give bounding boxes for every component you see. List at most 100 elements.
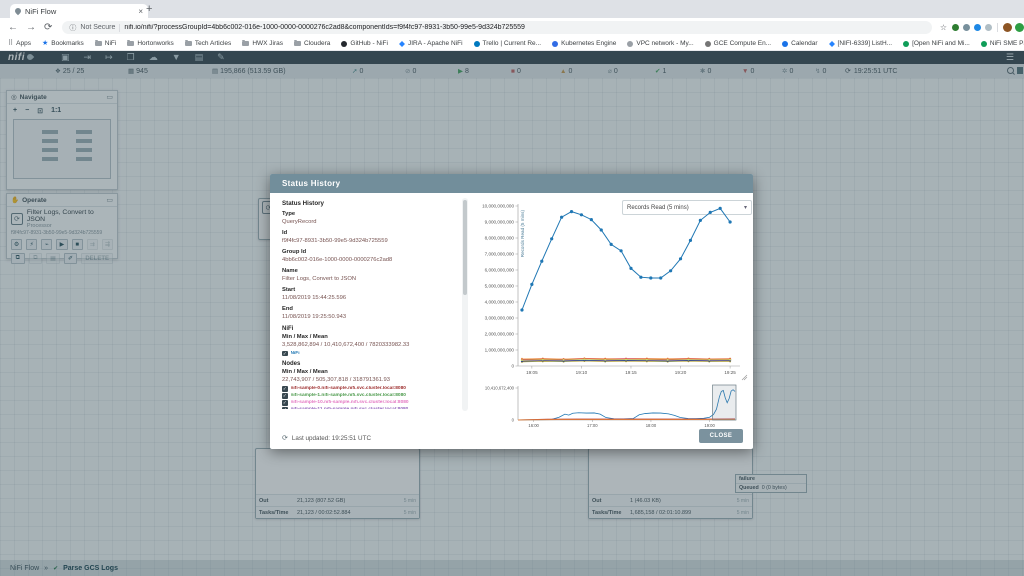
star-icon: ★ [42, 41, 48, 47]
bookmark-item[interactable]: VPC network - My... [627, 40, 693, 47]
bookmark-item[interactable]: Cloudera [294, 40, 330, 47]
svg-text:19:10: 19:10 [576, 370, 588, 375]
browser-actions: ☆ [940, 23, 1024, 32]
svg-text:19:00: 19:00 [704, 423, 715, 428]
svg-text:0: 0 [511, 364, 514, 369]
detail-label: Type [282, 211, 460, 219]
checkbox-checked-icon[interactable]: ✓ [282, 351, 288, 357]
checkbox-checked-icon[interactable]: ✓ [282, 393, 288, 399]
scrollbar-thumb[interactable] [463, 200, 467, 295]
jira-icon [829, 41, 835, 47]
detail-field: Group Id4bb6c002-016e-1000-0000-0000276c… [282, 249, 460, 264]
bookmark-item[interactable]: Kubernetes Engine [552, 40, 616, 47]
node-series-label: nifi-sample-1.nifi-sample.nifi.svc.clust… [291, 393, 406, 398]
bookmark-item[interactable]: NiFi [95, 40, 117, 47]
svg-text:19:20: 19:20 [675, 370, 687, 375]
address-bar[interactable]: ⓘ Not Secure nifi.io/nifi/?processGroupI… [62, 21, 931, 34]
last-updated: ⟳ Last updated: 19:25:51 UTC [282, 434, 371, 442]
site-icon [474, 41, 480, 47]
bookmark-item[interactable]: GitHub - NiFi [341, 40, 388, 47]
checkbox-checked-icon[interactable]: ✓ [282, 386, 288, 392]
folder-icon [127, 41, 134, 46]
extension-blue-icon[interactable] [974, 24, 981, 31]
bookmark-label: Cloudera [304, 40, 330, 47]
checkbox-checked-icon[interactable]: ✓ [282, 407, 288, 409]
bookmark-star-icon[interactable]: ☆ [940, 23, 947, 32]
profile-avatar-green[interactable] [1015, 23, 1024, 32]
svg-text:4,000,000,000: 4,000,000,000 [485, 300, 515, 305]
node-series-list: ✓nifi-sample-0.nifi-sample.nifi.svc.clus… [282, 386, 460, 409]
nodes-section-title: Nodes [282, 361, 460, 367]
detail-value: QueryRecord [282, 219, 460, 227]
browser-tab[interactable]: NiFi Flow × [10, 4, 148, 18]
nifi-stat-value: 3,528,862,894 / 10,410,672,400 / 7820333… [282, 342, 460, 350]
node-series-toggle[interactable]: ✓nifi-sample-11.nifi-sample.nifi.svc.clu… [282, 407, 460, 409]
dialog-header[interactable]: Status History [270, 174, 753, 193]
bookmark-item[interactable]: HWX Jiras [242, 40, 283, 47]
tab-close-icon[interactable]: × [138, 7, 143, 16]
status-history-chart[interactable]: 01,000,000,0002,000,000,0003,000,000,000… [468, 198, 748, 384]
tab-strip: NiFi Flow × + [0, 0, 1024, 18]
brush-selection[interactable] [713, 385, 736, 420]
bookmark-item[interactable]: Hortonworks [127, 40, 173, 47]
status-history-overview-chart[interactable]: 10,410,672,400016:0017:0018:0019:00 [468, 382, 748, 436]
bookmark-item[interactable]: ★Bookmarks [42, 40, 84, 47]
svg-text:10,410,672,400: 10,410,672,400 [485, 386, 515, 391]
last-updated-text: Last updated: 19:25:51 UTC [292, 435, 371, 442]
bookmark-label: GitHub - NiFi [350, 40, 388, 47]
detail-field: TypeQueryRecord [282, 211, 460, 226]
node-series-toggle[interactable]: ✓nifi-sample-1.nifi-sample.nifi.svc.clus… [282, 393, 460, 399]
bookmark-item[interactable]: JIRA - Apache NiFi [399, 40, 463, 47]
detail-field: Start11/08/2019 15:44:25.596 [282, 287, 460, 302]
bookmark-item[interactable]: [Open NiFi and Mi... [903, 40, 970, 47]
reload-icon[interactable]: ⟳ [44, 22, 52, 33]
bookmark-label: VPC network - My... [636, 40, 693, 47]
security-label: Not Secure [80, 24, 115, 31]
detail-field: Idf9f4fc97-8931-3b50-99e5-9d324b725559 [282, 230, 460, 245]
bookmark-label: [NIFI-6339] ListH... [838, 40, 893, 47]
bookmark-item[interactable]: NiFi SME Page (Ve... [981, 40, 1024, 47]
extension-leaf-icon[interactable] [952, 24, 959, 31]
nifi-stat-label: Min / Max / Mean [282, 334, 460, 342]
extension-dot-icon[interactable] [985, 24, 992, 31]
nifi-series-toggle[interactable]: ✓ NiFi [282, 351, 460, 357]
bookmark-item[interactable]: Calendar [782, 40, 817, 47]
svg-text:3,000,000,000: 3,000,000,000 [485, 316, 515, 321]
extension-gray-icon[interactable] [963, 24, 970, 31]
bookmark-label: NiFi SME Page (Ve... [990, 40, 1024, 47]
bookmark-item[interactable]: Tech Articles [185, 40, 232, 47]
svg-text:7,000,000,000: 7,000,000,000 [485, 252, 515, 257]
nodes-stat-value: 22,743,907 / 505,307,818 / 318791361.93 [282, 377, 460, 385]
profile-avatar-brown[interactable] [1003, 23, 1012, 32]
node-series-toggle[interactable]: ✓nifi-sample-10.nifi-sample.nifi.svc.clu… [282, 400, 460, 406]
bookmark-label: NiFi [105, 40, 117, 47]
details-heading: Status History [282, 200, 460, 207]
new-tab-button[interactable]: + [146, 3, 152, 15]
svg-text:0: 0 [512, 418, 515, 423]
svg-text:9,000,000,000: 9,000,000,000 [485, 220, 515, 225]
bookmark-label: Bookmarks [51, 40, 84, 47]
svg-text:19:05: 19:05 [526, 370, 538, 375]
browser-chrome: NiFi Flow × + ← → ⟳ ⓘ Not Secure nifi.io… [0, 0, 1024, 50]
bookmark-item[interactable]: Trello | Current Re... [474, 40, 542, 47]
site-icon [981, 41, 987, 47]
detail-label: End [282, 306, 460, 314]
close-button[interactable]: CLOSE [699, 429, 743, 443]
site-icon [552, 41, 558, 47]
security-info-icon[interactable]: ⓘ [69, 23, 76, 33]
checkbox-checked-icon[interactable]: ✓ [282, 400, 288, 406]
node-series-toggle[interactable]: ✓nifi-sample-0.nifi-sample.nifi.svc.clus… [282, 386, 460, 392]
bookmark-item[interactable]: ⠿Apps [8, 40, 31, 47]
detail-label: Name [282, 268, 460, 276]
detail-value: 11/08/2019 15:44:25.596 [282, 295, 460, 303]
refresh-icon[interactable]: ⟳ [282, 434, 288, 442]
page-url: nifi.io/nifi/?processGroupId=4bb6c002-01… [124, 24, 524, 31]
bookmark-item[interactable]: [NIFI-6339] ListH... [829, 40, 893, 47]
detail-label: Start [282, 287, 460, 295]
omnibox-divider [119, 24, 120, 32]
forward-icon[interactable]: → [26, 22, 36, 33]
bookmark-item[interactable]: GCE Compute En... [705, 40, 771, 47]
bookmark-label: Trello | Current Re... [483, 40, 542, 47]
back-icon[interactable]: ← [8, 22, 18, 33]
browser-nav-row: ← → ⟳ ⓘ Not Secure nifi.io/nifi/?process… [0, 18, 1024, 37]
